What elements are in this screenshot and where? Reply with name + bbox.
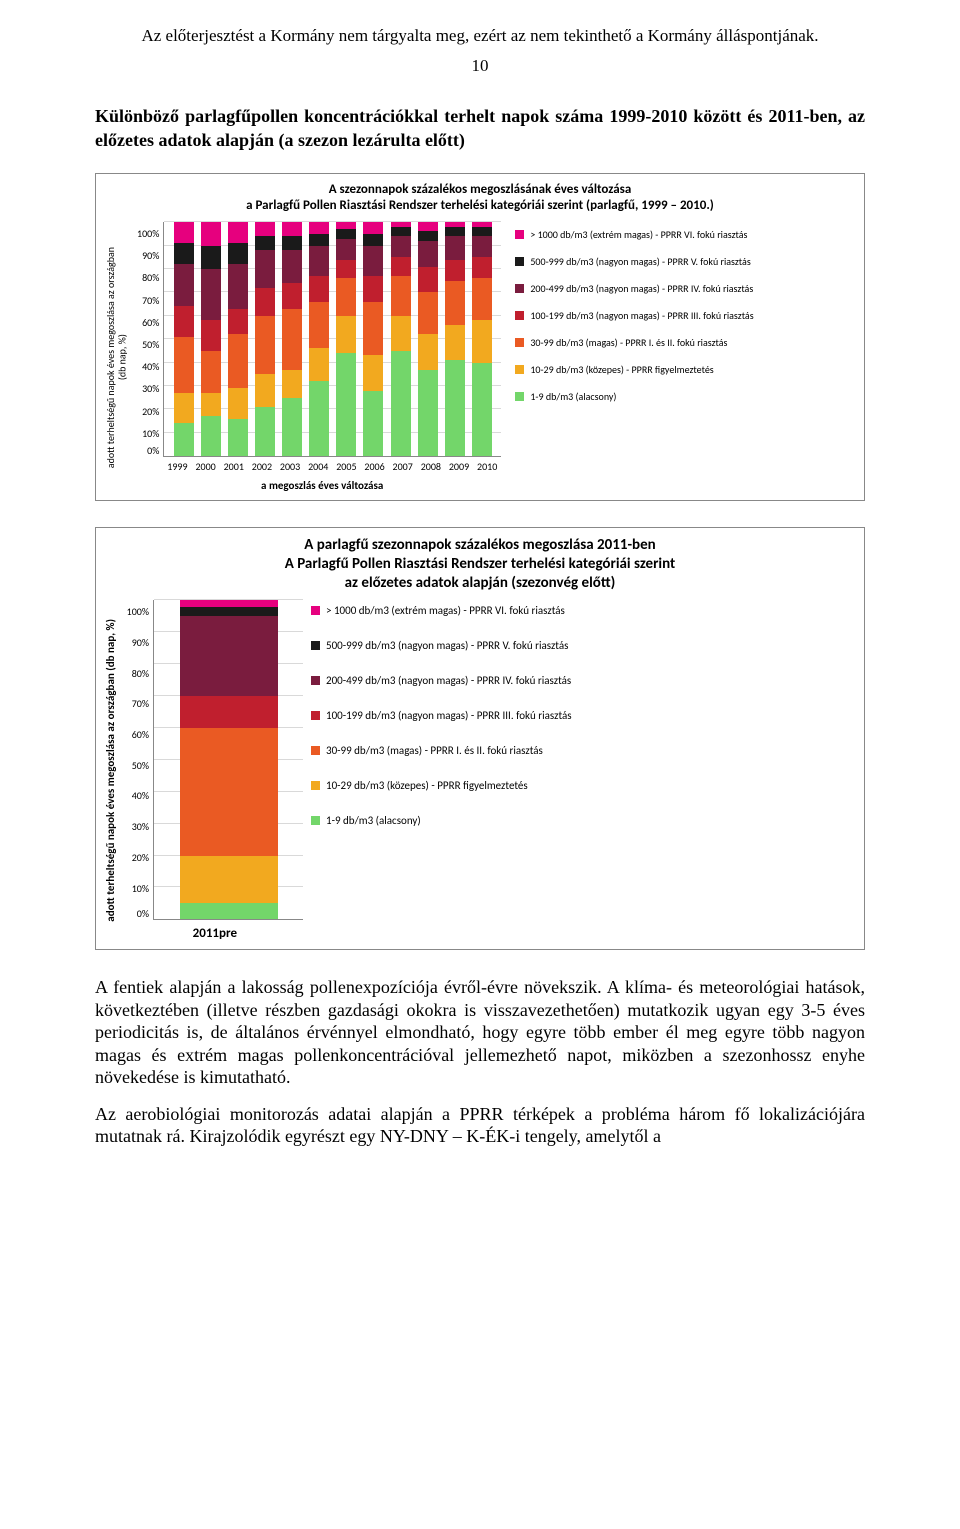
chart2-bar (180, 600, 278, 919)
chart1-x-caption: a megoszlás éves változása (137, 479, 507, 492)
chart1-bar (472, 222, 492, 456)
chart1-bar (336, 222, 356, 456)
chart1-bar (363, 222, 383, 456)
legend-item: 10-29 db/m3 (közepes) - PPRR figyelmezte… (515, 363, 852, 376)
chart1-title-l1: A szezonnapok százalékos megoszlásának é… (329, 182, 632, 197)
chart1-bar (282, 222, 302, 456)
chart1-title: A szezonnapok százalékos megoszlásának é… (104, 182, 856, 215)
chart1-bar (445, 222, 465, 456)
chart1-bar (201, 222, 221, 456)
section-title: Különböző parlagfűpollen koncentrációkka… (95, 104, 865, 153)
legend-item: 1-9 db/m3 (alacsony) (311, 814, 852, 827)
chart1-plot-area (163, 222, 501, 457)
chart2-y-axis-label: adott terheltségű napok éves megoszlása … (104, 619, 119, 922)
chart1-bar (418, 222, 438, 456)
chart-2: A parlagfű szezonnapok százalékos megosz… (95, 527, 865, 950)
chart1-bar (255, 222, 275, 456)
chart1-bar (391, 222, 411, 456)
legend-item: 10-29 db/m3 (közepes) - PPRR figyelmezte… (311, 779, 852, 792)
chart2-title-l1: A parlagfű szezonnapok százalékos megosz… (304, 536, 655, 554)
legend-item: 500-999 db/m3 (nagyon magas) - PPRR V. f… (311, 639, 852, 652)
legend-item: 200-499 db/m3 (nagyon magas) - PPRR IV. … (311, 674, 852, 687)
legend-item: 30-99 db/m3 (magas) - PPRR I. és II. fok… (311, 744, 852, 757)
legend-item: 100-199 db/m3 (nagyon magas) - PPRR III.… (311, 709, 852, 722)
page-number: 10 (95, 56, 865, 76)
chart2-title-l2: A Parlagfű Pollen Riasztási Rendszer ter… (285, 555, 675, 573)
paragraph-1: A fentiek alapján a lakosság pollenexpoz… (95, 976, 865, 1089)
legend-item: 30-99 db/m3 (magas) - PPRR I. és II. fok… (515, 336, 852, 349)
chart1-bar (174, 222, 194, 456)
chart2-legend: > 1000 db/m3 (extrém magas) - PPRR VI. f… (311, 600, 856, 941)
chart1-x-ticks: 1999200020012002200320042005200620072008… (137, 457, 507, 473)
legend-item: 100-199 db/m3 (nagyon magas) - PPRR III.… (515, 309, 852, 322)
legend-item: > 1000 db/m3 (extrém magas) - PPRR VI. f… (515, 228, 852, 241)
chart1-y-ticks: 100%90%80%70%60%50%40%30%20%10%0% (137, 222, 163, 457)
chart1-y-axis-label: adott terheltségű napok éves megoszlása … (104, 247, 129, 468)
chart2-title: A parlagfű szezonnapok százalékos megosz… (104, 536, 856, 592)
legend-item: > 1000 db/m3 (extrém magas) - PPRR VI. f… (311, 604, 852, 617)
chart1-bar (309, 222, 329, 456)
chart2-plot-area (153, 600, 303, 920)
chart2-x-caption: 2011pre (127, 926, 303, 941)
chart2-title-l3: az előzetes adatok alapján (szezonvég el… (345, 574, 616, 592)
paragraph-2: Az aerobiológiai monitorozás adatai alap… (95, 1103, 865, 1148)
chart-1: A szezonnapok százalékos megoszlásának é… (95, 173, 865, 502)
header-note: Az előterjesztést a Kormány nem tárgyalt… (95, 26, 865, 46)
chart1-legend: > 1000 db/m3 (extrém magas) - PPRR VI. f… (515, 222, 856, 492)
chart2-y-ticks: 100%90%80%70%60%50%40%30%20%10%0% (127, 600, 153, 920)
legend-item: 1-9 db/m3 (alacsony) (515, 390, 852, 403)
chart1-title-l2: a Parlagfű Pollen Riasztási Rendszer ter… (246, 198, 714, 213)
legend-item: 500-999 db/m3 (nagyon magas) - PPRR V. f… (515, 255, 852, 268)
legend-item: 200-499 db/m3 (nagyon magas) - PPRR IV. … (515, 282, 852, 295)
chart1-bar (228, 222, 248, 456)
